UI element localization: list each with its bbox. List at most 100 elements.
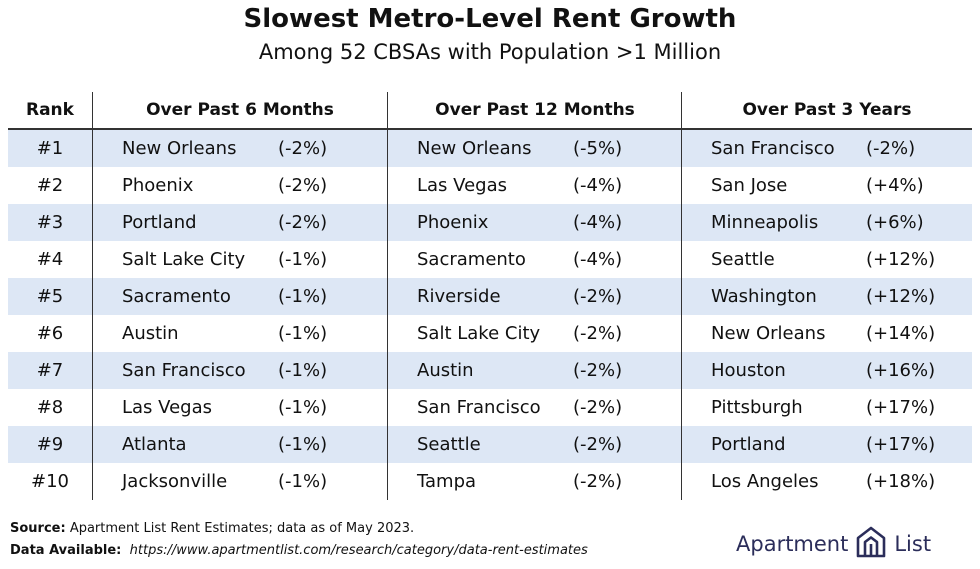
chart-subtitle: Among 52 CBSAs with Population >1 Millio…	[258, 40, 722, 64]
table-row: #4 Salt Lake City (-1%) Sacramento (-4%) Seat…	[8, 241, 972, 278]
rank-cell: #3	[36, 212, 64, 233]
m6-city-cell: Jacksonville	[122, 471, 228, 492]
m12-value-cell: (-4%)	[573, 212, 623, 233]
m12-value-cell: (-5%)	[573, 138, 623, 159]
m6-city-cell: Sacramento	[122, 286, 231, 307]
y3-value-cell: (+14%)	[866, 323, 936, 344]
y3-city-cell: New Orleans	[711, 323, 826, 344]
m12-value-cell: (-2%)	[573, 323, 623, 344]
m6-city-cell: Portland	[122, 212, 197, 233]
footer-data-available: Data Available: https://www.apartmentlis…	[10, 543, 588, 558]
y3-value-cell: (+4%)	[866, 175, 924, 196]
y3-city-cell: Washington	[711, 286, 817, 307]
m12-value-cell: (-2%)	[573, 434, 623, 455]
m6-city-cell: Salt Lake City	[122, 249, 246, 270]
m12-value-cell: (-2%)	[573, 397, 623, 418]
rank-cell: #1	[36, 138, 64, 159]
logo-word-list: List	[894, 532, 932, 556]
m6-value-cell: (-2%)	[278, 138, 328, 159]
y3-city-cell: Los Angeles	[711, 471, 819, 492]
chart-title: Slowest Metro-Level Rent Growth	[243, 4, 737, 34]
y3-city-cell: Pittsburgh	[711, 397, 803, 418]
m6-value-cell: (-1%)	[278, 323, 328, 344]
table-row: #1 New Orleans (-2%) New Orleans (-5%) San Fr…	[8, 130, 972, 167]
m12-city-cell: Phoenix	[417, 212, 489, 233]
m12-city-cell: San Francisco	[417, 397, 541, 418]
column-divider-3	[681, 92, 682, 500]
rank-cell: #10	[31, 471, 69, 492]
m12-value-cell: (-4%)	[573, 249, 623, 270]
table-header: Rank Over Past 6 Months Over Past 12 Mon…	[8, 92, 972, 130]
m6-value-cell: (-1%)	[278, 249, 328, 270]
m6-city-cell: Atlanta	[122, 434, 187, 455]
column-divider-2	[387, 92, 388, 500]
y3-value-cell: (+16%)	[866, 360, 936, 381]
column-divider-1	[92, 92, 93, 500]
source-text: Apartment List Rent Estimates; data as o…	[65, 521, 415, 536]
source-label: Source:	[10, 521, 66, 536]
y3-value-cell: (+6%)	[866, 212, 924, 233]
m12-city-cell: Sacramento	[417, 249, 526, 270]
data-url-link[interactable]: https://www.apartmentlist.com/research/c…	[129, 543, 588, 558]
m6-city-cell: San Francisco	[122, 360, 246, 381]
m6-value-cell: (-1%)	[278, 397, 328, 418]
m6-value-cell: (-2%)	[278, 175, 328, 196]
rank-cell: #4	[36, 249, 64, 270]
y3-city-cell: San Jose	[711, 175, 788, 196]
rank-cell: #9	[36, 434, 64, 455]
y3-value-cell: (+18%)	[866, 471, 936, 492]
table-row: #3 Portland (-2%) Phoenix (-4%) Minneapolis (+…	[8, 204, 972, 241]
y3-value-cell: (+17%)	[866, 434, 936, 455]
header-6-months: Over Past 6 Months	[146, 100, 334, 120]
y3-city-cell: Portland	[711, 434, 786, 455]
rank-cell: #8	[36, 397, 64, 418]
y3-city-cell: San Francisco	[711, 138, 835, 159]
m12-city-cell: Austin	[417, 360, 474, 381]
rank-cell: #7	[36, 360, 64, 381]
m12-value-cell: (-4%)	[573, 175, 623, 196]
m12-city-cell: New Orleans	[417, 138, 532, 159]
m12-city-cell: Tampa	[417, 471, 477, 492]
y3-value-cell: (-2%)	[866, 138, 916, 159]
rent-growth-table: Rank Over Past 6 Months Over Past 12 Mon…	[8, 92, 972, 500]
y3-city-cell: Seattle	[711, 249, 775, 270]
rank-cell: #2	[36, 175, 64, 196]
header-3-years: Over Past 3 Years	[742, 100, 912, 120]
data-available-label: Data Available:	[10, 543, 122, 558]
apartment-list-logo-icon	[854, 524, 888, 564]
rank-cell: #5	[36, 286, 64, 307]
m6-city-cell: Las Vegas	[122, 397, 212, 418]
m6-city-cell: New Orleans	[122, 138, 237, 159]
apartment-list-logo: Apartment List	[736, 524, 971, 564]
m6-city-cell: Austin	[122, 323, 179, 344]
m12-value-cell: (-2%)	[573, 286, 623, 307]
m6-value-cell: (-1%)	[278, 434, 328, 455]
m12-city-cell: Riverside	[417, 286, 501, 307]
m6-city-cell: Phoenix	[122, 175, 194, 196]
footer-source: Source: Apartment List Rent Estimates; d…	[10, 521, 414, 536]
table-row: #5 Sacramento (-1%) Riverside (-2%) Washingto…	[8, 278, 972, 315]
y3-value-cell: (+17%)	[866, 397, 936, 418]
m6-value-cell: (-1%)	[278, 471, 328, 492]
table-row: #10 Jacksonville (-1%) Tampa (-2%) Los Angele…	[8, 463, 972, 500]
y3-city-cell: Minneapolis	[711, 212, 819, 233]
m6-value-cell: (-1%)	[278, 360, 328, 381]
table-row: #9 Atlanta (-1%) Seattle (-2%) Portland (+17%)	[8, 426, 972, 463]
logo-word-apartment: Apartment	[736, 532, 849, 556]
m6-value-cell: (-2%)	[278, 212, 328, 233]
y3-city-cell: Houston	[711, 360, 786, 381]
m6-value-cell: (-1%)	[278, 286, 328, 307]
table-row: #7 San Francisco (-1%) Austin (-2%) Houston (+…	[8, 352, 972, 389]
table-row: #8 Las Vegas (-1%) San Francisco (-2%) Pittsb…	[8, 389, 972, 426]
m12-city-cell: Las Vegas	[417, 175, 507, 196]
table-row: #6 Austin (-1%) Salt Lake City (-2%) New Orle…	[8, 315, 972, 352]
m12-value-cell: (-2%)	[573, 471, 623, 492]
header-rank: Rank	[26, 100, 74, 120]
y3-value-cell: (+12%)	[866, 286, 936, 307]
table-row: #2 Phoenix (-2%) Las Vegas (-4%) San Jose (+4%…	[8, 167, 972, 204]
y3-value-cell: (+12%)	[866, 249, 936, 270]
table-body: #1 New Orleans (-2%) New Orleans (-5%) San Fr…	[8, 130, 972, 500]
header-12-months: Over Past 12 Months	[435, 100, 635, 120]
m12-city-cell: Seattle	[417, 434, 481, 455]
m12-value-cell: (-2%)	[573, 360, 623, 381]
